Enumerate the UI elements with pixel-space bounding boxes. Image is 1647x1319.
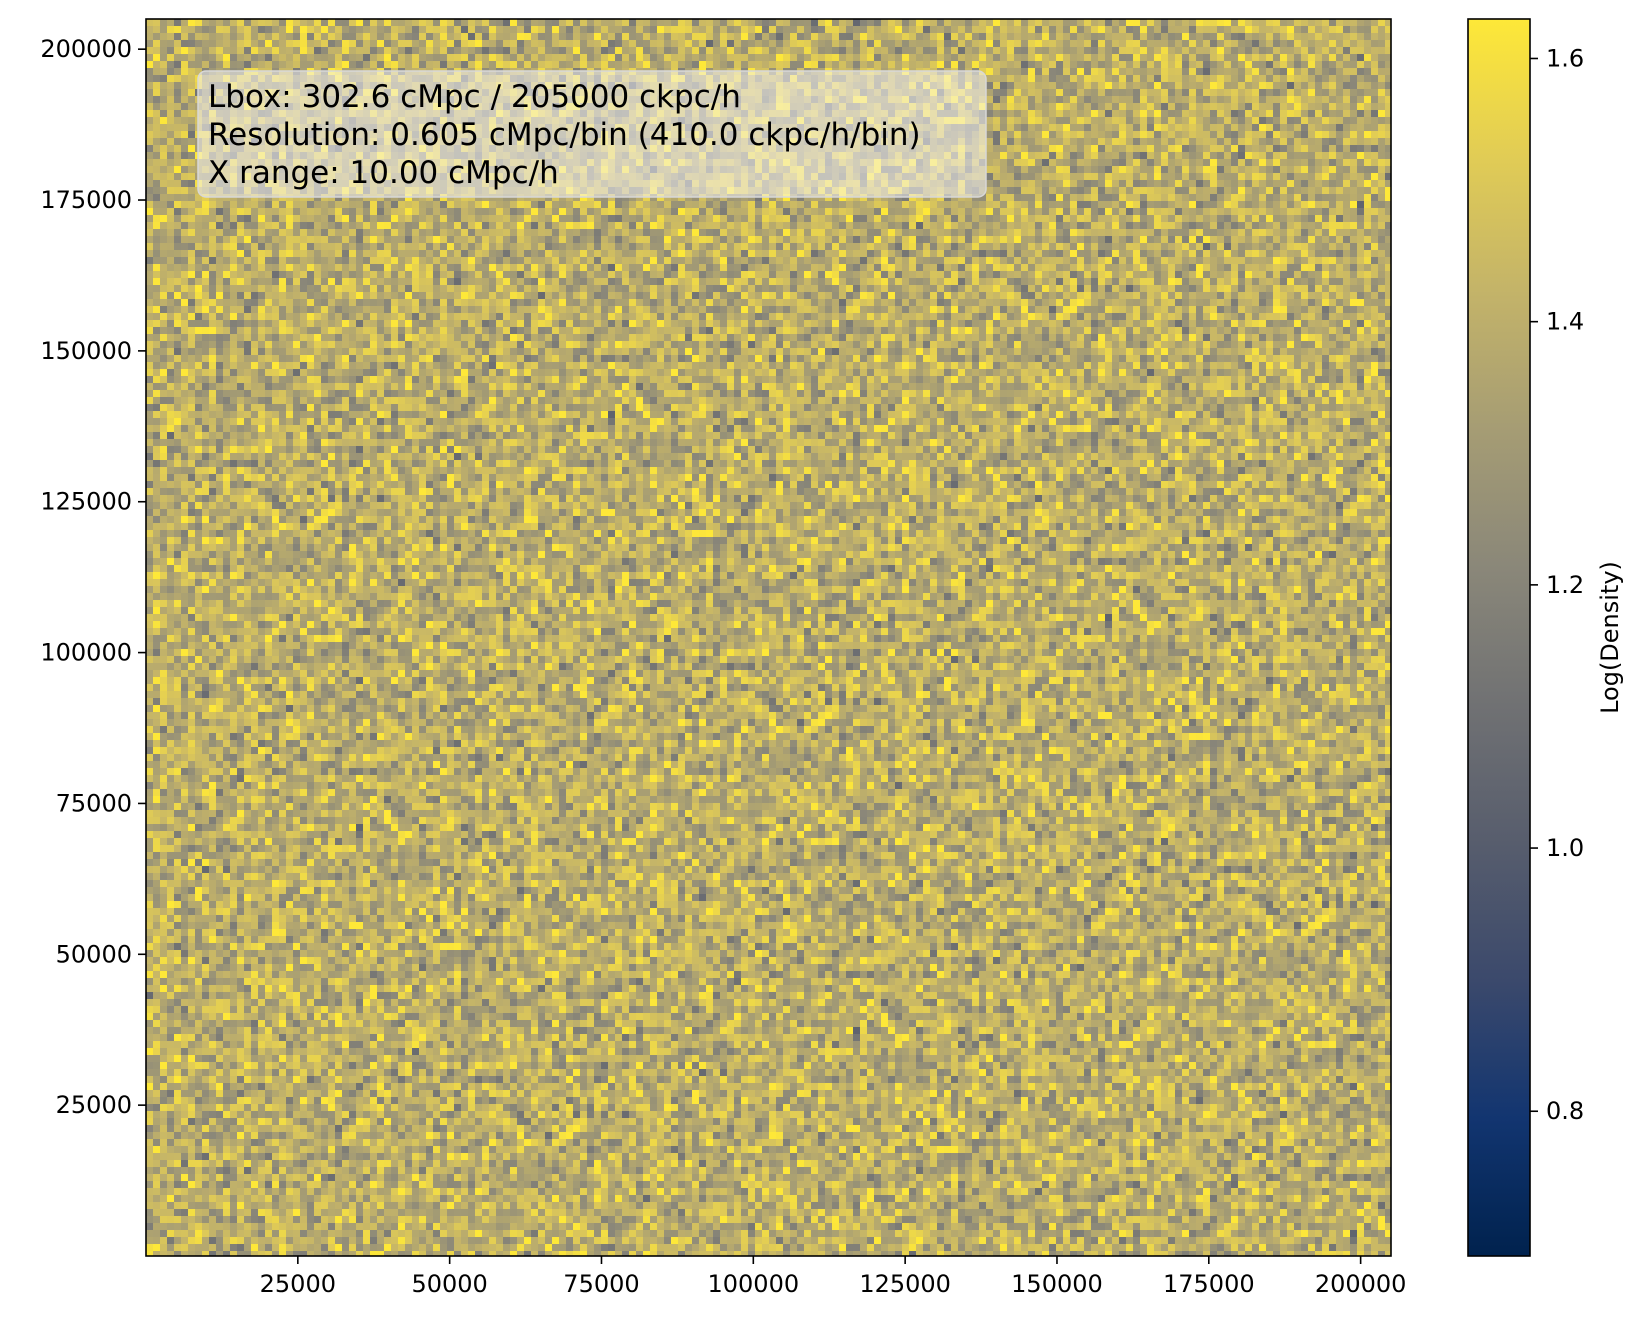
- y-tick-label: 75000: [56, 789, 132, 817]
- colorbar-tick-label: 0.8: [1546, 1097, 1584, 1125]
- density-heatmap: [146, 19, 1391, 1256]
- x-tick-label: 50000: [411, 1270, 487, 1298]
- colorbar-tick-label: 1.6: [1546, 44, 1584, 72]
- colorbar-tick-label: 1.2: [1546, 571, 1584, 599]
- info-line-resolution: Resolution: 0.605 cMpc/bin (410.0 ckpc/h…: [208, 117, 921, 153]
- y-axis: 25000 50000 75000 100000 125000 150000 175000 2…: [40, 35, 146, 1119]
- colorbar-tick-label: 1.4: [1546, 308, 1584, 336]
- info-annotation-box: Lbox: 302.6 cMpc / 205000 ckpc/h Resolut…: [198, 71, 986, 197]
- x-tick-label: 75000: [563, 1270, 639, 1298]
- colorbar: 0.8 1.0 1.2 1.4 1.6 Log(Density): [1468, 19, 1624, 1256]
- y-tick-label: 200000: [40, 35, 132, 63]
- x-tick-label: 125000: [859, 1270, 951, 1298]
- y-tick-label: 25000: [56, 1091, 132, 1119]
- y-tick-label: 125000: [40, 488, 132, 516]
- y-tick-label: 50000: [56, 940, 132, 968]
- x-tick-label: 25000: [260, 1270, 336, 1298]
- y-tick-label: 175000: [40, 186, 132, 214]
- x-tick-label: 150000: [1011, 1270, 1103, 1298]
- colorbar-gradient: [1468, 19, 1530, 1256]
- y-tick-label: 100000: [40, 639, 132, 667]
- x-tick-label: 100000: [708, 1270, 800, 1298]
- x-tick-label: 175000: [1163, 1270, 1255, 1298]
- x-tick-label: 200000: [1315, 1270, 1407, 1298]
- y-tick-label: 150000: [40, 337, 132, 365]
- info-line-lbox: Lbox: 302.6 cMpc / 205000 ckpc/h: [208, 79, 741, 115]
- colorbar-tick-label: 1.0: [1546, 834, 1584, 862]
- x-axis: 25000 50000 75000 100000 125000 150000 175000 2…: [260, 1256, 1407, 1298]
- info-line-xrange: X range: 10.00 cMpc/h: [208, 155, 559, 191]
- colorbar-label: Log(Density): [1596, 561, 1624, 714]
